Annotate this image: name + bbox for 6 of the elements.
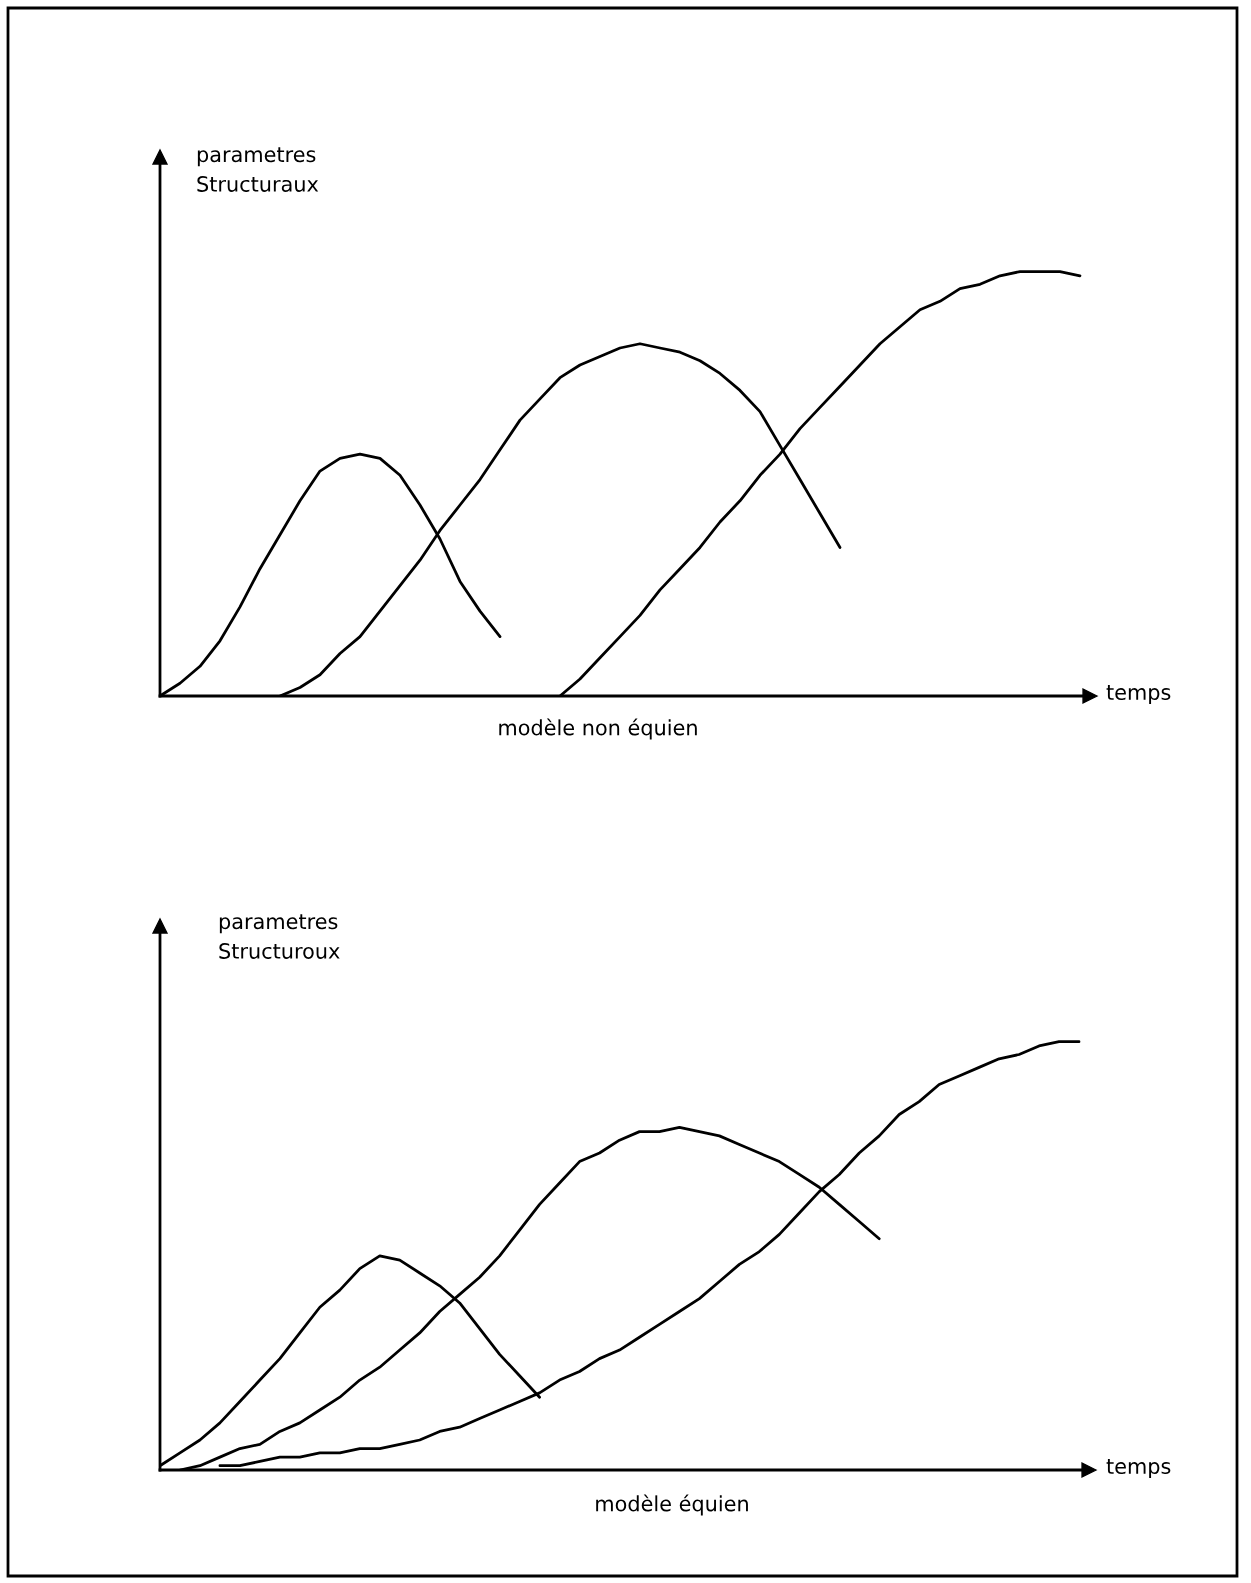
y-axis-title: parametres Structuroux — [219, 914, 340, 959]
y-axis-title: parametres Structuraux — [197, 147, 319, 192]
x-axis-title: temps — [1106, 685, 1171, 705]
text: modèle équien — [596, 1494, 748, 1516]
x-axis-title: temps — [1106, 1459, 1171, 1479]
text: modèle non équien — [499, 718, 697, 740]
